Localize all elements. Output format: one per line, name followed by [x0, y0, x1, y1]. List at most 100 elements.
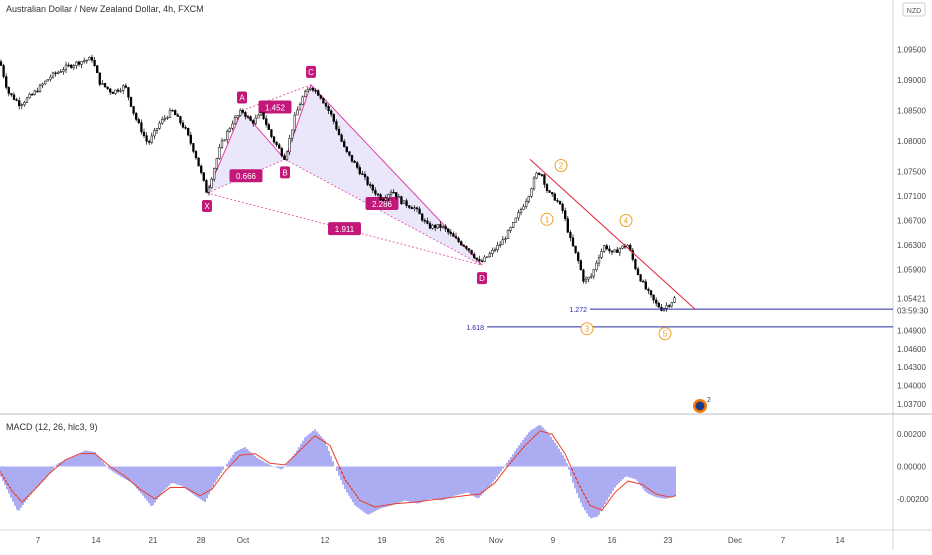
pattern-ratio-label: 0.666 [236, 172, 257, 181]
price-candle [402, 200, 406, 205]
price-candle [504, 238, 507, 240]
price-candle [51, 72, 55, 78]
price-candle [127, 87, 130, 98]
wave-marker [540, 212, 554, 226]
price-candle [330, 110, 333, 115]
price-candle [181, 122, 185, 128]
price-candle [371, 184, 374, 191]
price-candle [322, 98, 325, 104]
price-candle [353, 160, 356, 163]
time-tick-label: 21 [149, 536, 158, 545]
time-tick-label: 12 [321, 536, 330, 545]
price-candle [579, 260, 582, 271]
price-candle [233, 117, 237, 125]
price-candle [387, 194, 390, 199]
price-candle [223, 139, 226, 142]
price-candle [124, 85, 127, 88]
alert-icon[interactable]: 2 [693, 397, 711, 413]
price-candle [668, 305, 671, 307]
macd-tick-label: 0.00000 [897, 463, 926, 472]
price-candle [200, 165, 203, 173]
price-candle [132, 106, 135, 114]
price-candle [384, 197, 387, 201]
price-candle [259, 112, 263, 116]
price-candle [657, 302, 660, 308]
price-tick-label: 1.07500 [897, 168, 926, 177]
price-candle [337, 128, 341, 136]
price-candle [270, 129, 273, 137]
price-candle [314, 90, 317, 92]
price-candle [129, 96, 133, 107]
price-candle [553, 193, 556, 201]
price-candle [415, 207, 419, 210]
currency-badge[interactable]: NZD [907, 8, 921, 15]
price-candle [28, 93, 31, 99]
price-candle [64, 64, 68, 71]
price-candle [2, 65, 5, 77]
pattern-ratio-line [284, 159, 483, 266]
pattern-ratio-line [206, 192, 483, 266]
wave-marker [554, 159, 568, 173]
pattern-point-badge [202, 200, 212, 213]
countdown-box [894, 304, 932, 316]
price-candle [613, 249, 616, 253]
price-candle [36, 90, 39, 93]
price-candle [267, 124, 270, 130]
price-candle [434, 224, 437, 229]
svg-text:2: 2 [707, 397, 711, 404]
price-candle [480, 260, 484, 263]
pattern-ratio-line [241, 84, 312, 111]
price-candle [616, 249, 619, 253]
price-candle [600, 251, 603, 258]
macd-axis: 0.00200 0.00000 -0.00200 [897, 430, 929, 504]
wave-marker [658, 327, 672, 341]
currency-badge-box[interactable] [902, 2, 926, 17]
price-candle [285, 151, 289, 160]
time-tick-label: Oct [237, 536, 250, 545]
price-candle [410, 207, 413, 210]
price-candle [400, 196, 403, 205]
price-candle [447, 228, 450, 233]
price-candle [441, 226, 445, 228]
price-candle [535, 172, 538, 179]
price-candle [324, 102, 328, 107]
price-candle [389, 191, 393, 195]
price-candle [473, 253, 476, 259]
price-candle [168, 109, 172, 118]
price-candle [249, 116, 252, 121]
price-candle [291, 129, 294, 139]
time-tick-label: 7 [36, 536, 41, 545]
price-candle [254, 117, 257, 124]
price-candle [319, 95, 322, 99]
pattern-ratio-label: 1.911 [335, 225, 355, 234]
price-candle [293, 114, 296, 131]
price-candle [304, 91, 307, 98]
price-candle [31, 93, 34, 96]
price-candle [239, 110, 242, 116]
price-candle [15, 99, 18, 101]
price-candle [106, 86, 109, 90]
price-candle [262, 112, 265, 119]
price-candle [306, 89, 309, 92]
price-candle [202, 172, 205, 181]
price-candle [595, 262, 598, 270]
price-candle [5, 76, 8, 88]
price-tick-label: 1.03700 [897, 400, 926, 409]
price-candle [363, 174, 367, 178]
pattern-point-label: X [204, 202, 210, 211]
price-candle [488, 253, 491, 258]
price-candle [514, 217, 517, 223]
price-candle [210, 178, 213, 189]
wave-label: 1 [545, 215, 550, 224]
price-candle [467, 248, 471, 251]
price-candle [374, 189, 377, 195]
price-candle [174, 110, 177, 116]
pattern-ratio-badge [258, 100, 292, 114]
pattern-ratio-label: 1.452 [265, 104, 286, 113]
price-candle [171, 109, 174, 112]
price-tick-label: 03:59:30 [897, 307, 929, 316]
price-candle [644, 281, 647, 290]
elliott-waves: 1 2 3 4 5 [540, 159, 672, 341]
